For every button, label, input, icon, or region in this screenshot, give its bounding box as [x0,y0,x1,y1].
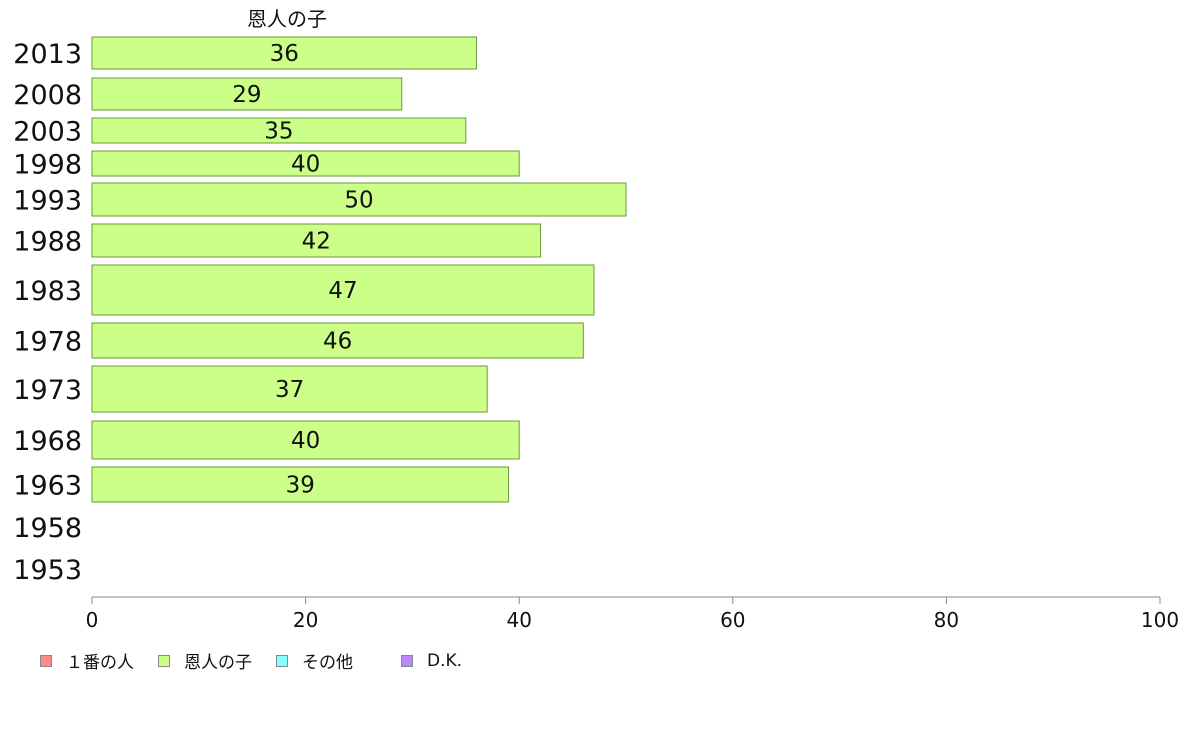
bar-value-label: 47 [328,278,357,304]
series-title: 恩人の子 [247,7,327,31]
x-tick-label: 100 [1141,608,1179,632]
category-label: 2003 [13,117,82,148]
bar [91,322,584,359]
bar-value-label: 29 [232,82,261,108]
legend-swatch [158,654,170,667]
legend-swatch [401,654,413,667]
bar [91,365,488,413]
category-label: 1968 [13,426,82,457]
legend: １番の人 恩人の子 その他 D.K. [40,648,486,673]
legend-label: １番の人 [66,653,134,673]
category-label: 1973 [13,375,82,406]
bar [91,77,403,111]
bar [91,264,595,316]
bar [91,466,510,503]
bar [91,182,627,217]
bar [91,36,477,70]
bar [91,150,520,177]
category-label: 1958 [13,513,82,544]
legend-label: D.K. [427,650,463,671]
category-label: 1978 [13,327,82,358]
bar-value-label: 35 [264,119,293,145]
bar-value-label: 36 [270,41,299,67]
legend-item-other: その他 [276,648,353,673]
legend-label: 恩人の子 [184,653,252,673]
legend-swatch [276,654,288,667]
bar [91,117,467,144]
bar-value-label: 46 [323,329,352,355]
bar-value-label: 50 [344,188,373,214]
bar-value-label: 37 [275,377,304,403]
category-label: 1983 [13,276,82,307]
x-tick-label: 80 [934,608,959,632]
category-label: 2013 [13,39,82,70]
x-tick-label: 60 [720,608,745,632]
category-label: 1998 [13,150,82,181]
bar-value-label: 42 [302,229,331,255]
legend-label: その他 [302,653,353,673]
x-tick-label: 0 [86,608,99,632]
bars [91,36,627,503]
legend-item-benefactor-child: 恩人の子 [158,648,252,673]
category-label: 1953 [13,555,82,586]
category-label: 1963 [13,471,82,502]
category-label: 1988 [13,227,82,258]
bar-value-label: 39 [286,473,315,499]
legend-item-dk: D.K. [401,651,462,671]
legend-item-first-person: １番の人 [40,648,134,673]
bar [91,420,520,460]
legend-swatch [40,654,52,667]
bar [91,223,542,258]
category-label: 1993 [13,186,82,217]
x-tick-label: 40 [506,608,531,632]
category-label: 2008 [13,80,82,111]
bar-value-label: 40 [291,428,320,454]
x-tick-label: 20 [293,608,318,632]
bar-value-label: 40 [291,152,320,178]
x-axis-ticks: 0 20 40 60 80 100 [86,597,1179,632]
